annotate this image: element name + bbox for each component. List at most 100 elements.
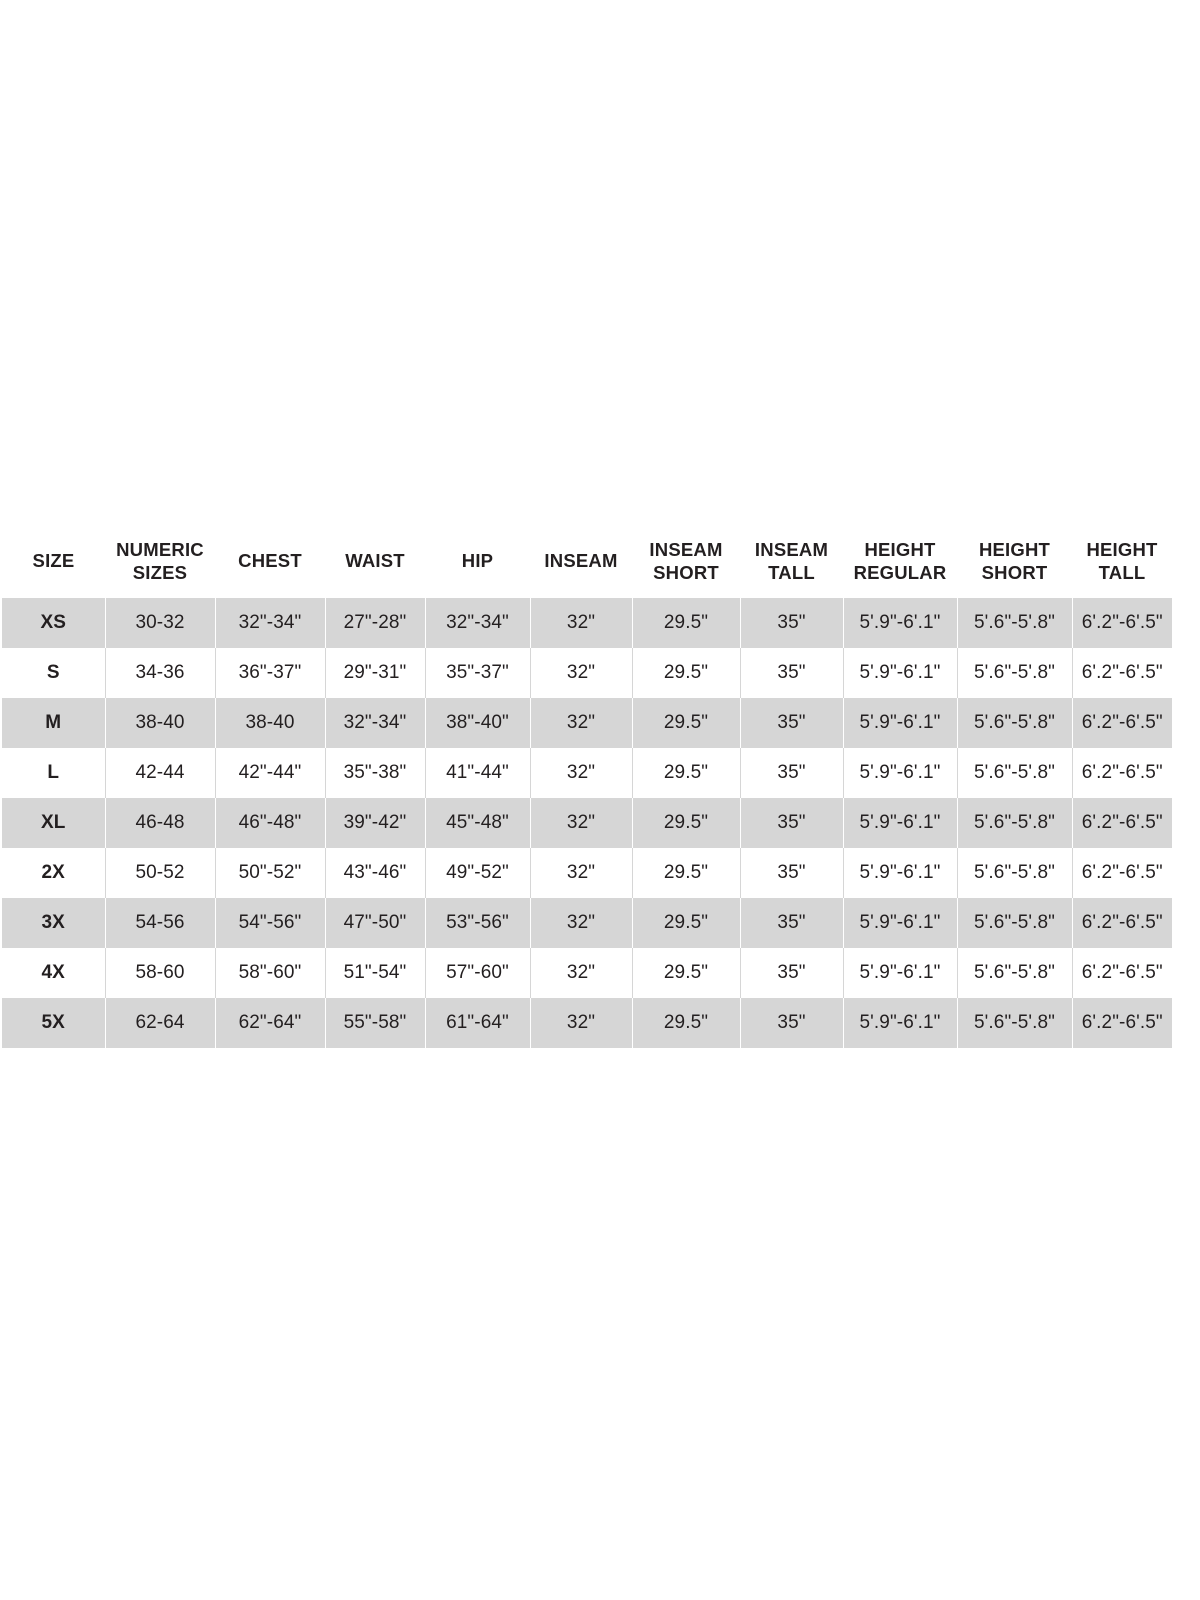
cell-inseam: 32" <box>529 948 633 998</box>
cell-inseam-tall: 35" <box>739 848 844 898</box>
cell-hip: 57"-60" <box>424 948 531 998</box>
cell-height-regular: 5'.9"-6'.1" <box>842 848 958 898</box>
cell-height-short: 5'.6"-5'.8" <box>956 848 1073 898</box>
cell-height-short: 5'.6"-5'.8" <box>956 798 1073 848</box>
column-header-inseam-tall-line: TALL <box>768 562 815 583</box>
table-row: S 34-36 36"-37" 29"-31" 35"-37" 32" 29.5" 35" 5'… <box>2 648 1172 698</box>
cell-inseam-short: 29.5" <box>631 648 741 698</box>
cell-inseam: 32" <box>529 648 633 698</box>
cell-inseam-tall: 35" <box>739 748 844 798</box>
cell-height-tall: 6'.2"-6'.5" <box>1071 648 1172 698</box>
cell-inseam-short: 29.5" <box>631 748 741 798</box>
cell-waist: 47"-50" <box>324 898 426 948</box>
cell-hip: 35"-37" <box>424 648 531 698</box>
column-header-inseam-short-line: SHORT <box>653 562 719 583</box>
column-header-inseam-tall: INSEAM TALL <box>740 524 843 598</box>
cell-height-regular: 5'.9"-6'.1" <box>842 698 958 748</box>
cell-waist: 29"-31" <box>324 648 426 698</box>
column-header-inseam-short-line: INSEAM <box>649 538 723 560</box>
cell-inseam-short: 29.5" <box>631 998 741 1048</box>
cell-inseam-tall: 35" <box>739 898 844 948</box>
cell-height-regular: 5'.9"-6'.1" <box>842 998 958 1048</box>
cell-height-regular: 5'.9"-6'.1" <box>842 748 958 798</box>
cell-hip: 41"-44" <box>424 748 531 798</box>
cell-chest: 58"-60" <box>214 948 326 998</box>
cell-waist: 39"-42" <box>324 798 426 848</box>
cell-chest: 42"-44" <box>214 748 326 798</box>
row-size-label: 5X <box>2 998 106 1048</box>
cell-inseam-short: 29.5" <box>631 598 741 648</box>
cell-height-tall: 6'.2"-6'.5" <box>1071 998 1172 1048</box>
cell-height-short: 5'.6"-5'.8" <box>956 698 1073 748</box>
column-header-hip: HIP <box>425 524 530 598</box>
cell-chest: 46"-48" <box>214 798 326 848</box>
cell-numeric-sizes: 54-56 <box>104 898 216 948</box>
cell-height-regular: 5'.9"-6'.1" <box>842 898 958 948</box>
table-row: XS 30-32 32"-34" 27"-28" 32"-34" 32" 29.5" 35" 5… <box>2 598 1172 648</box>
cell-height-short: 5'.6"-5'.8" <box>956 948 1073 998</box>
row-size-label: S <box>2 648 106 698</box>
cell-inseam-short: 29.5" <box>631 698 741 748</box>
cell-inseam: 32" <box>529 998 633 1048</box>
cell-inseam-tall: 35" <box>739 998 844 1048</box>
cell-numeric-sizes: 50-52 <box>104 848 216 898</box>
cell-waist: 32"-34" <box>324 698 426 748</box>
cell-inseam: 32" <box>529 848 633 898</box>
column-header-height-short-line: SHORT <box>981 562 1048 583</box>
column-header-inseam-tall-line: INSEAM <box>754 538 829 560</box>
cell-inseam: 32" <box>529 598 633 648</box>
column-header-chest-line: CHEST <box>238 550 302 572</box>
cell-waist: 51"-54" <box>324 948 426 998</box>
cell-numeric-sizes: 38-40 <box>104 698 216 748</box>
cell-hip: 45"-48" <box>424 798 531 848</box>
table-header: SIZE NUMERIC SIZES CHEST WAIST HIP INSEAM INSEA… <box>2 524 1172 598</box>
size-chart-table: SIZE NUMERIC SIZES CHEST WAIST HIP INSEAM INSEA… <box>2 524 1172 1048</box>
table-row: XL 46-48 46"-48" 39"-42" 45"-48" 32" 29.5" 35" 5… <box>2 798 1172 848</box>
cell-inseam: 32" <box>529 748 633 798</box>
cell-height-short: 5'.6"-5'.8" <box>956 648 1073 698</box>
cell-height-tall: 6'.2"-6'.5" <box>1071 598 1172 648</box>
cell-height-tall: 6'.2"-6'.5" <box>1071 748 1172 798</box>
table-row: 2X 50-52 50"-52" 43"-46" 49"-52" 32" 29.5" 35" 5… <box>2 848 1172 898</box>
row-size-label: XS <box>2 598 106 648</box>
column-header-inseam: INSEAM <box>530 524 632 598</box>
cell-inseam-short: 29.5" <box>631 948 741 998</box>
cell-numeric-sizes: 34-36 <box>104 648 216 698</box>
table-row: 5X 62-64 62"-64" 55"-58" 61"-64" 32" 29.5" 35" 5… <box>2 998 1172 1048</box>
cell-hip: 38"-40" <box>424 698 531 748</box>
cell-inseam-short: 29.5" <box>631 798 741 848</box>
cell-inseam: 32" <box>529 698 633 748</box>
column-header-inseam-short: INSEAM SHORT <box>632 524 740 598</box>
cell-chest: 36"-37" <box>214 648 326 698</box>
column-header-height-tall-line: HEIGHT <box>1086 538 1158 560</box>
row-size-label: 4X <box>2 948 106 998</box>
cell-chest: 50"-52" <box>214 848 326 898</box>
column-header-height-tall-line: TALL <box>1098 562 1146 583</box>
cell-numeric-sizes: 58-60 <box>104 948 216 998</box>
table-row: M 38-40 38-40 32"-34" 38"-40" 32" 29.5" 35" 5'.9… <box>2 698 1172 748</box>
cell-inseam-tall: 35" <box>739 648 844 698</box>
cell-chest: 32"-34" <box>214 598 326 648</box>
cell-waist: 55"-58" <box>324 998 426 1048</box>
cell-height-tall: 6'.2"-6'.5" <box>1071 948 1172 998</box>
cell-chest: 38-40 <box>214 698 326 748</box>
cell-hip: 61"-64" <box>424 998 531 1048</box>
cell-inseam-tall: 35" <box>739 948 844 998</box>
column-header-height-regular: HEIGHT REGULAR <box>843 524 957 598</box>
cell-height-regular: 5'.9"-6'.1" <box>842 798 958 848</box>
cell-height-tall: 6'.2"-6'.5" <box>1071 698 1172 748</box>
cell-height-tall: 6'.2"-6'.5" <box>1071 798 1172 848</box>
column-header-height-regular-line: HEIGHT <box>864 538 936 560</box>
row-size-label: XL <box>2 798 106 848</box>
cell-inseam-short: 29.5" <box>631 898 741 948</box>
table-row: 4X 58-60 58"-60" 51"-54" 57"-60" 32" 29.5" 35" 5… <box>2 948 1172 998</box>
column-header-height-short-line: HEIGHT <box>978 538 1051 560</box>
cell-height-short: 5'.6"-5'.8" <box>956 998 1073 1048</box>
column-header-waist-line: WAIST <box>345 550 405 572</box>
cell-inseam-tall: 35" <box>739 798 844 848</box>
cell-height-short: 5'.6"-5'.8" <box>956 748 1073 798</box>
column-header-chest: CHEST <box>215 524 325 598</box>
size-chart-container: SIZE NUMERIC SIZES CHEST WAIST HIP INSEAM INSEA… <box>2 524 1172 1048</box>
cell-height-regular: 5'.9"-6'.1" <box>842 598 958 648</box>
column-header-waist: WAIST <box>325 524 425 598</box>
